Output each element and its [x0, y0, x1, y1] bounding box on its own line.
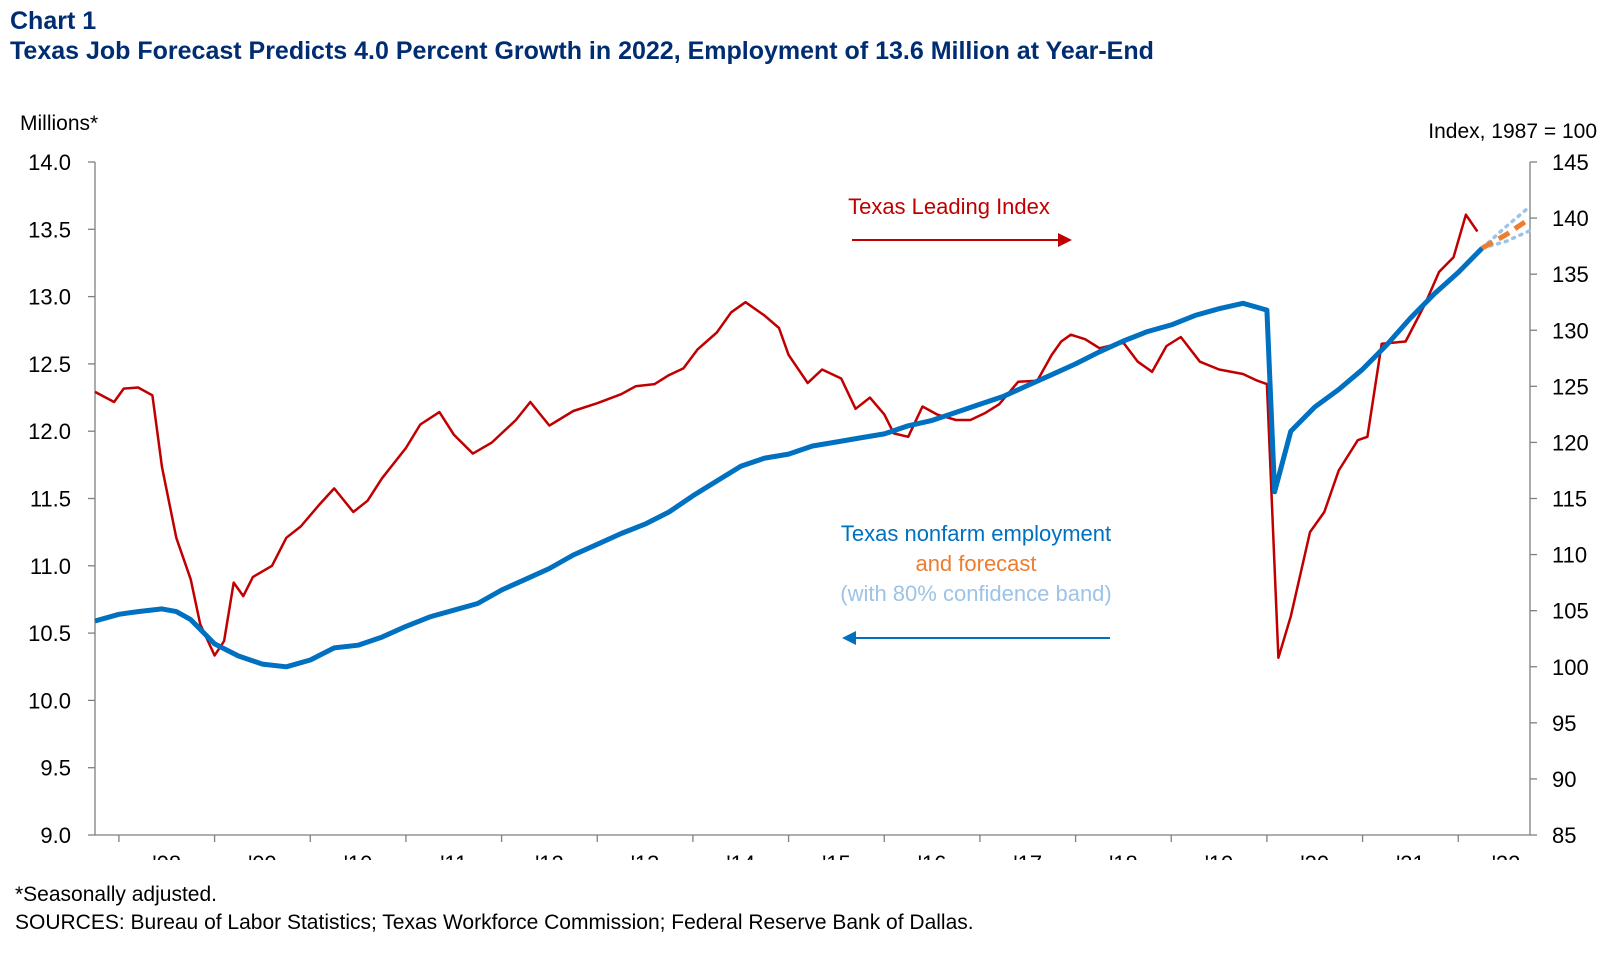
x-tick-label: '14	[726, 851, 755, 860]
right-axis-label: Index, 1987 = 100	[1428, 120, 1597, 143]
left-axis-label: Millions*	[20, 112, 98, 135]
x-tick-label: '15	[822, 851, 851, 860]
x-tick-label: '19	[1205, 851, 1234, 860]
employment-line	[94, 246, 1484, 670]
footnote-sources: SOURCES: Bureau of Labor Statistics; Tex…	[15, 911, 974, 934]
left-tick-label: 13.5	[28, 217, 71, 242]
forecast-label: and forecast	[915, 551, 1036, 576]
right-tick-label: 140	[1552, 206, 1589, 231]
x-tick-label: '13	[631, 851, 660, 860]
right-tick-label: 110	[1552, 543, 1587, 568]
right-tick-label: 90	[1552, 767, 1576, 792]
x-tick-label: '12	[535, 851, 564, 860]
left-tick-label: 12.0	[28, 419, 71, 444]
right-tick-label: 130	[1552, 318, 1589, 343]
series-lines	[94, 204, 1532, 670]
left-tick-label: 13.0	[28, 285, 71, 310]
right-tick-label: 95	[1552, 711, 1576, 736]
x-tick-label: '18	[1109, 851, 1138, 860]
x-tick-label: '20	[1300, 851, 1329, 860]
employment-label: Texas nonfarm employment	[841, 521, 1111, 546]
right-tick-label: 105	[1552, 599, 1589, 624]
chart-label: Chart 1	[10, 7, 97, 35]
axes: 9.0 9.5 10.0 10.5 11.0 11.5 12.0 12.5 13.0 13.5 14…	[28, 150, 1589, 860]
right-tick-label: 135	[1552, 262, 1589, 287]
right-tick-label: 85	[1552, 823, 1576, 848]
forecast-line	[1480, 216, 1532, 251]
chart-title-block: Chart 1 Texas Job Forecast Predicts 4.0 …	[10, 6, 1154, 66]
leading-index-label: Texas Leading Index	[848, 194, 1050, 219]
leading-arrow-head	[1058, 233, 1072, 247]
x-tick-label: '11	[440, 851, 467, 860]
left-tick-label: 12.5	[28, 352, 71, 377]
x-tick-label: '17	[1013, 851, 1042, 860]
leading-index-line	[94, 213, 1479, 660]
right-tick-label: 100	[1552, 655, 1589, 680]
left-tick-label: 11.5	[30, 487, 71, 512]
footnote-seasonal: *Seasonally adjusted.	[15, 883, 217, 906]
right-tick-label: 115	[1552, 487, 1587, 512]
employment-arrow-head	[842, 631, 856, 645]
left-tick-label: 9.0	[40, 823, 71, 848]
x-tick-label: '21	[1396, 851, 1425, 860]
left-tick-label: 9.5	[40, 756, 71, 781]
left-tick-label: 10.5	[28, 621, 71, 646]
annotations: Texas Leading Index Texas nonfarm employ…	[840, 194, 1112, 645]
confidence-band-label: (with 80% confidence band)	[840, 581, 1112, 606]
x-tick-label: '08	[152, 851, 181, 860]
x-tick-label: '16	[918, 851, 947, 860]
chart-title: Texas Job Forecast Predicts 4.0 Percent …	[10, 37, 1154, 65]
chart-plot: Millions* Index, 1987 = 100 9.0 9.5 10.0 10…	[20, 112, 1597, 860]
right-tick-label: 120	[1552, 430, 1589, 455]
right-tick-label: 145	[1552, 150, 1589, 175]
left-tick-label: 11.0	[30, 554, 71, 579]
left-tick-label: 10.0	[28, 688, 71, 713]
x-tick-label: '22	[1492, 851, 1521, 860]
x-tick-label: '09	[248, 851, 277, 860]
x-tick-label: '10	[344, 851, 373, 860]
right-tick-label: 125	[1552, 374, 1589, 399]
left-tick-label: 14.0	[28, 150, 71, 175]
